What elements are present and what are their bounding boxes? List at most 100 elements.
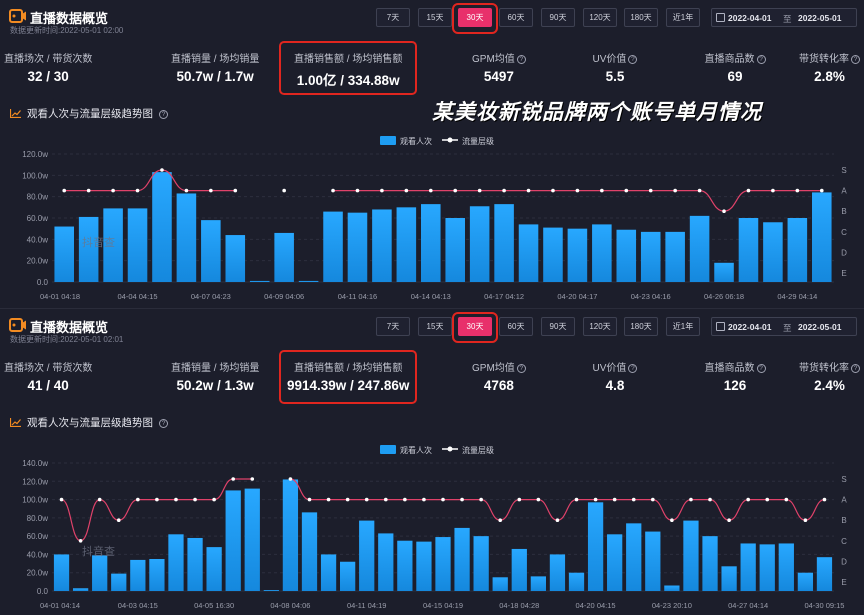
level-point[interactable] — [97, 497, 102, 502]
range-button-2[interactable]: 30天 — [458, 8, 492, 27]
level-point[interactable] — [822, 497, 827, 502]
level-point[interactable] — [746, 497, 750, 502]
bar-mark[interactable] — [421, 204, 441, 282]
question-circle-icon[interactable]: ? — [851, 364, 860, 373]
level-point[interactable] — [536, 497, 541, 502]
level-point[interactable] — [673, 188, 677, 193]
bar-mark[interactable] — [378, 533, 394, 591]
bar-mark[interactable] — [54, 226, 74, 282]
bar-mark[interactable] — [473, 536, 489, 591]
level-point[interactable] — [477, 188, 482, 193]
range-button-5[interactable]: 120天 — [583, 8, 617, 27]
bar-mark[interactable] — [435, 537, 451, 591]
bar-mark[interactable] — [587, 502, 604, 591]
level-point[interactable] — [404, 188, 409, 193]
level-point[interactable] — [441, 497, 445, 502]
level-point[interactable] — [648, 188, 653, 193]
bar-mark[interactable] — [683, 520, 699, 591]
level-point[interactable] — [517, 497, 522, 502]
range-button-6[interactable]: 180天 — [624, 317, 658, 336]
question-circle-icon[interactable]: ? — [628, 364, 638, 373]
range-button-5[interactable]: 120天 — [583, 317, 617, 336]
bar-mark[interactable] — [127, 208, 148, 282]
level-point[interactable] — [383, 497, 388, 502]
level-point[interactable] — [111, 188, 115, 193]
bar-mark[interactable] — [53, 554, 70, 591]
bar-mark[interactable] — [187, 537, 203, 591]
level-point[interactable] — [307, 497, 312, 502]
bar-mark[interactable] — [778, 543, 794, 591]
level-point[interactable] — [288, 477, 293, 481]
bar-mark[interactable] — [111, 573, 127, 591]
bar-mark[interactable] — [225, 235, 246, 282]
date-range-picker[interactable]: 2022-04-01 至 2022-05-01 — [711, 8, 857, 27]
bar-mark[interactable] — [492, 577, 508, 591]
level-point[interactable] — [212, 497, 216, 502]
bar-mark[interactable] — [592, 224, 612, 282]
bar-mark[interactable] — [721, 566, 737, 591]
bar-mark[interactable] — [103, 208, 123, 282]
level-point[interactable] — [784, 497, 789, 502]
bar-mark[interactable] — [244, 488, 260, 591]
level-point[interactable] — [727, 518, 731, 522]
level-point[interactable] — [708, 497, 712, 502]
bar-mark[interactable] — [263, 590, 279, 591]
level-point[interactable] — [380, 188, 384, 193]
level-point[interactable] — [250, 477, 255, 481]
date-range-picker[interactable]: 2022-04-01 至 2022-05-01 — [711, 317, 857, 336]
level-point[interactable] — [453, 188, 458, 193]
bar-mark[interactable] — [298, 280, 319, 282]
bar-mark[interactable] — [787, 218, 808, 282]
question-circle-icon[interactable]: ? — [159, 110, 168, 119]
level-point[interactable] — [403, 497, 407, 502]
bar-mark[interactable] — [92, 555, 108, 591]
range-button-1[interactable]: 15天 — [418, 8, 452, 27]
bar-mark[interactable] — [689, 215, 710, 282]
level-point[interactable] — [428, 188, 433, 193]
bar-mark[interactable] — [530, 576, 546, 591]
bar-mark[interactable] — [812, 192, 832, 282]
bar-mark[interactable] — [72, 588, 89, 591]
bar-mark[interactable] — [607, 534, 623, 591]
bar-mark[interactable] — [78, 216, 99, 282]
bar-mark[interactable] — [568, 572, 585, 591]
bar-mark[interactable] — [759, 544, 775, 591]
level-point[interactable] — [231, 477, 235, 481]
level-point[interactable] — [116, 518, 121, 522]
level-point[interactable] — [624, 188, 629, 193]
bar-mark[interactable] — [665, 231, 685, 282]
bar-mark[interactable] — [396, 207, 417, 282]
level-point[interactable] — [62, 188, 67, 193]
bar-mark[interactable] — [397, 540, 413, 591]
level-point[interactable] — [765, 497, 770, 502]
question-circle-icon[interactable]: ? — [756, 55, 766, 64]
range-button-3[interactable]: 60天 — [499, 317, 533, 336]
bar-mark[interactable] — [797, 572, 814, 591]
level-point[interactable] — [174, 497, 178, 502]
bar-mark[interactable] — [664, 585, 680, 591]
level-point[interactable] — [551, 188, 555, 193]
bar-mark[interactable] — [616, 229, 637, 282]
bar-mark[interactable] — [347, 212, 368, 282]
question-circle-icon[interactable]: ? — [851, 55, 860, 64]
bar-mark[interactable] — [274, 232, 294, 282]
bar-mark[interactable] — [738, 218, 759, 282]
question-circle-icon[interactable]: ? — [516, 55, 526, 64]
level-point[interactable] — [771, 188, 775, 193]
level-point[interactable] — [575, 188, 580, 193]
level-point[interactable] — [803, 518, 808, 522]
bar-mark[interactable] — [645, 531, 661, 591]
range-button-1[interactable]: 15天 — [418, 317, 452, 336]
bar-mark[interactable] — [714, 262, 734, 282]
level-point[interactable] — [78, 539, 83, 543]
question-circle-icon[interactable]: ? — [516, 364, 526, 373]
level-point[interactable] — [326, 497, 331, 502]
bar-mark[interactable] — [372, 209, 392, 282]
level-point[interactable] — [136, 497, 140, 502]
bar-mark[interactable] — [763, 222, 783, 282]
level-point[interactable] — [282, 188, 286, 193]
level-point[interactable] — [689, 497, 693, 502]
bar-mark[interactable] — [340, 561, 356, 591]
bar-mark[interactable] — [445, 218, 465, 282]
range-button-2[interactable]: 30天 — [458, 317, 492, 336]
